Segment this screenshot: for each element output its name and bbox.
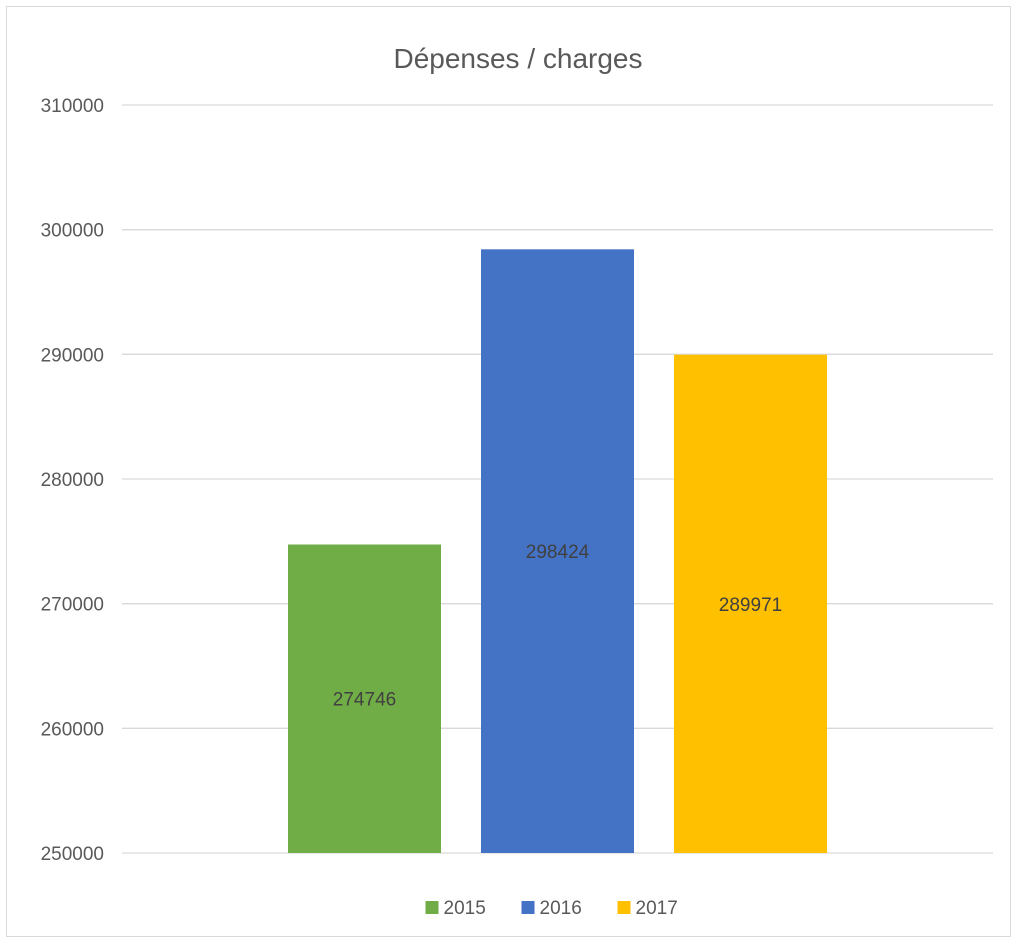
data-labels: 274746 298424 289971 (333, 542, 782, 711)
y-tick-label: 310000 (41, 96, 104, 117)
bar-2016 (481, 249, 634, 853)
bar-2015 (288, 544, 441, 853)
bars (288, 249, 827, 853)
legend-label-2015: 2015 (444, 898, 486, 919)
y-tick-label: 300000 (41, 221, 104, 242)
y-tick-label: 250000 (41, 844, 104, 865)
y-tick-label: 280000 (41, 470, 104, 491)
y-tick-label: 270000 (41, 595, 104, 616)
bar-2017 (674, 354, 827, 853)
legend-label-2017: 2017 (636, 898, 678, 919)
data-label-2017: 289971 (719, 595, 782, 616)
legend: 2015 2016 2017 (425, 898, 678, 919)
legend-swatch-2016 (521, 901, 535, 914)
chart-title: Dépenses / charges (393, 43, 642, 74)
legend-swatch-2015 (425, 901, 439, 914)
legend-swatch-2017 (617, 901, 631, 914)
y-tick-label: 260000 (41, 719, 104, 740)
y-axis-ticks: 250000 260000 270000 280000 290000 300000 3100… (41, 96, 104, 865)
y-tick-label: 290000 (41, 345, 104, 366)
data-label-2015: 274746 (333, 690, 396, 711)
data-label-2016: 298424 (526, 542, 590, 563)
legend-label-2016: 2016 (540, 898, 582, 919)
